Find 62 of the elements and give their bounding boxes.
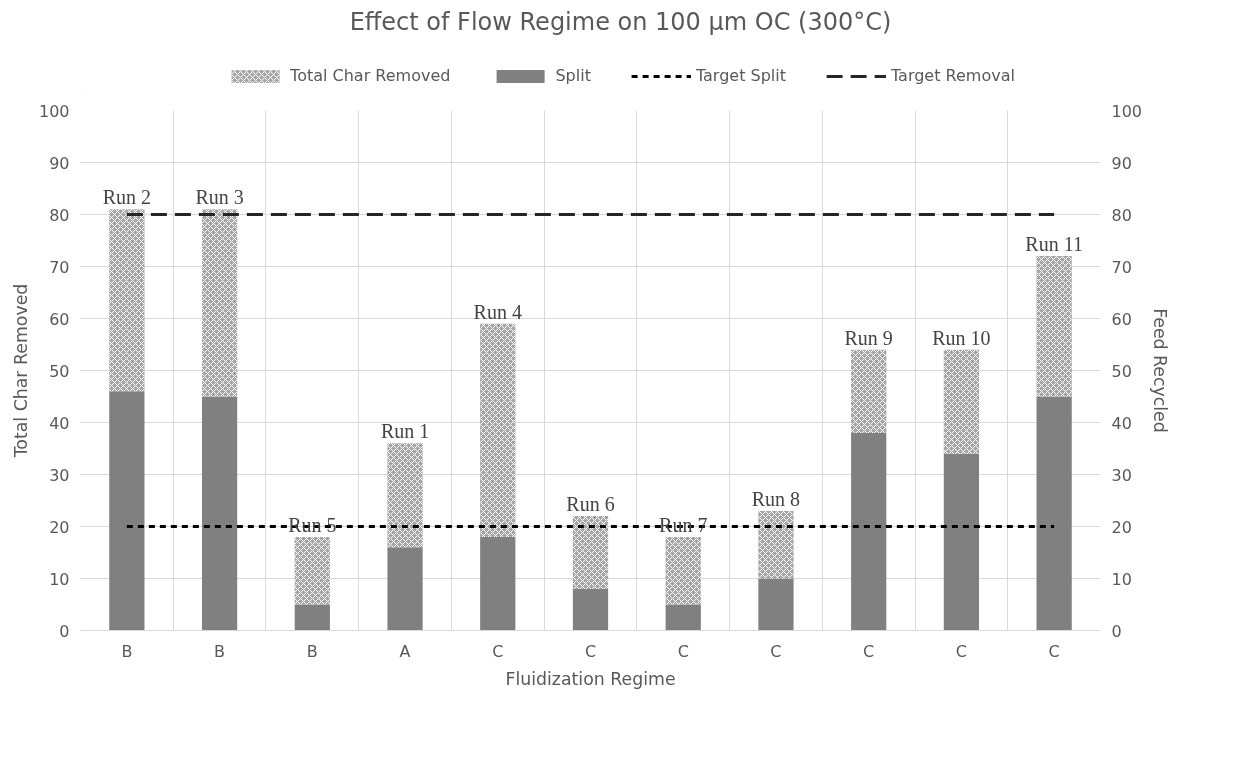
y2-axis-title: Feed Recycled <box>1150 308 1171 433</box>
y2-tick-label: 70 <box>1111 257 1132 277</box>
bar <box>1036 396 1072 631</box>
data-label: Run 6 <box>566 493 615 516</box>
y-tick-label: 90 <box>49 153 70 173</box>
x-tick-label: C <box>1048 641 1060 661</box>
legend-label: Split <box>555 66 591 85</box>
data-label: Run 11 <box>1025 233 1083 256</box>
y2-tick-label: 90 <box>1111 153 1132 173</box>
bar <box>665 604 701 631</box>
bar <box>851 432 887 631</box>
bar <box>758 578 794 631</box>
data-label: Run 8 <box>751 487 801 510</box>
x-tick-label: C <box>677 641 689 661</box>
y2-tick-label: 0 <box>1111 621 1122 641</box>
bar <box>387 547 423 631</box>
y-tick-label: 40 <box>49 413 70 433</box>
data-label: Run 9 <box>844 326 893 349</box>
y-tick-label: 70 <box>49 257 70 277</box>
y-tick-label: 10 <box>49 569 70 589</box>
y2-tick-label: 20 <box>1111 517 1132 537</box>
data-label: Run 10 <box>932 326 991 349</box>
y-tick-label: 80 <box>49 205 70 225</box>
y-tick-label: 100 <box>38 101 70 121</box>
bar <box>480 536 516 631</box>
bar <box>572 588 609 631</box>
data-label: Run 1 <box>380 420 430 443</box>
x-tick-label: C <box>492 641 504 661</box>
x-tick-label: B <box>306 641 318 661</box>
chart-title: Effect of Flow Regime on 100 µm OC (300°C) <box>349 7 892 36</box>
y-tick-label: 20 <box>49 517 70 537</box>
data-label: Run 5 <box>288 513 337 536</box>
x-tick-label: B <box>214 641 226 661</box>
y-tick-label: 60 <box>49 309 70 329</box>
legend-label: Target Split <box>695 66 786 85</box>
x-tick-label: A <box>399 641 411 661</box>
data-label: Run 2 <box>102 186 152 209</box>
data-label: Run 4 <box>473 300 522 323</box>
legend-label: Target Removal <box>890 66 1015 85</box>
y-axis-title: Total Char Removed <box>10 283 31 459</box>
y-tick-label: 50 <box>49 361 70 381</box>
y-tick-label: 0 <box>59 621 70 641</box>
y2-tick-label: 50 <box>1111 361 1132 381</box>
data-label: Run 3 <box>195 186 244 209</box>
x-tick-label: C <box>863 641 875 661</box>
y2-tick-label: 100 <box>1111 101 1143 121</box>
bar <box>109 391 145 631</box>
bar <box>201 396 238 631</box>
y2-tick-label: 80 <box>1111 205 1132 225</box>
legend-label: Total Char Removed <box>290 66 451 85</box>
y2-tick-label: 60 <box>1111 309 1132 329</box>
y2-tick-label: 10 <box>1111 569 1132 589</box>
bar <box>294 604 330 631</box>
x-axis-title: Fluidization Regime <box>505 668 676 689</box>
x-tick-label: C <box>955 641 967 661</box>
bar <box>943 453 980 631</box>
y2-tick-label: 40 <box>1111 413 1132 433</box>
x-tick-label: C <box>770 641 782 661</box>
y-tick-label: 30 <box>49 465 70 485</box>
y2-tick-label: 30 <box>1111 465 1132 485</box>
x-tick-label: C <box>584 641 597 661</box>
x-tick-label: B <box>121 641 133 661</box>
